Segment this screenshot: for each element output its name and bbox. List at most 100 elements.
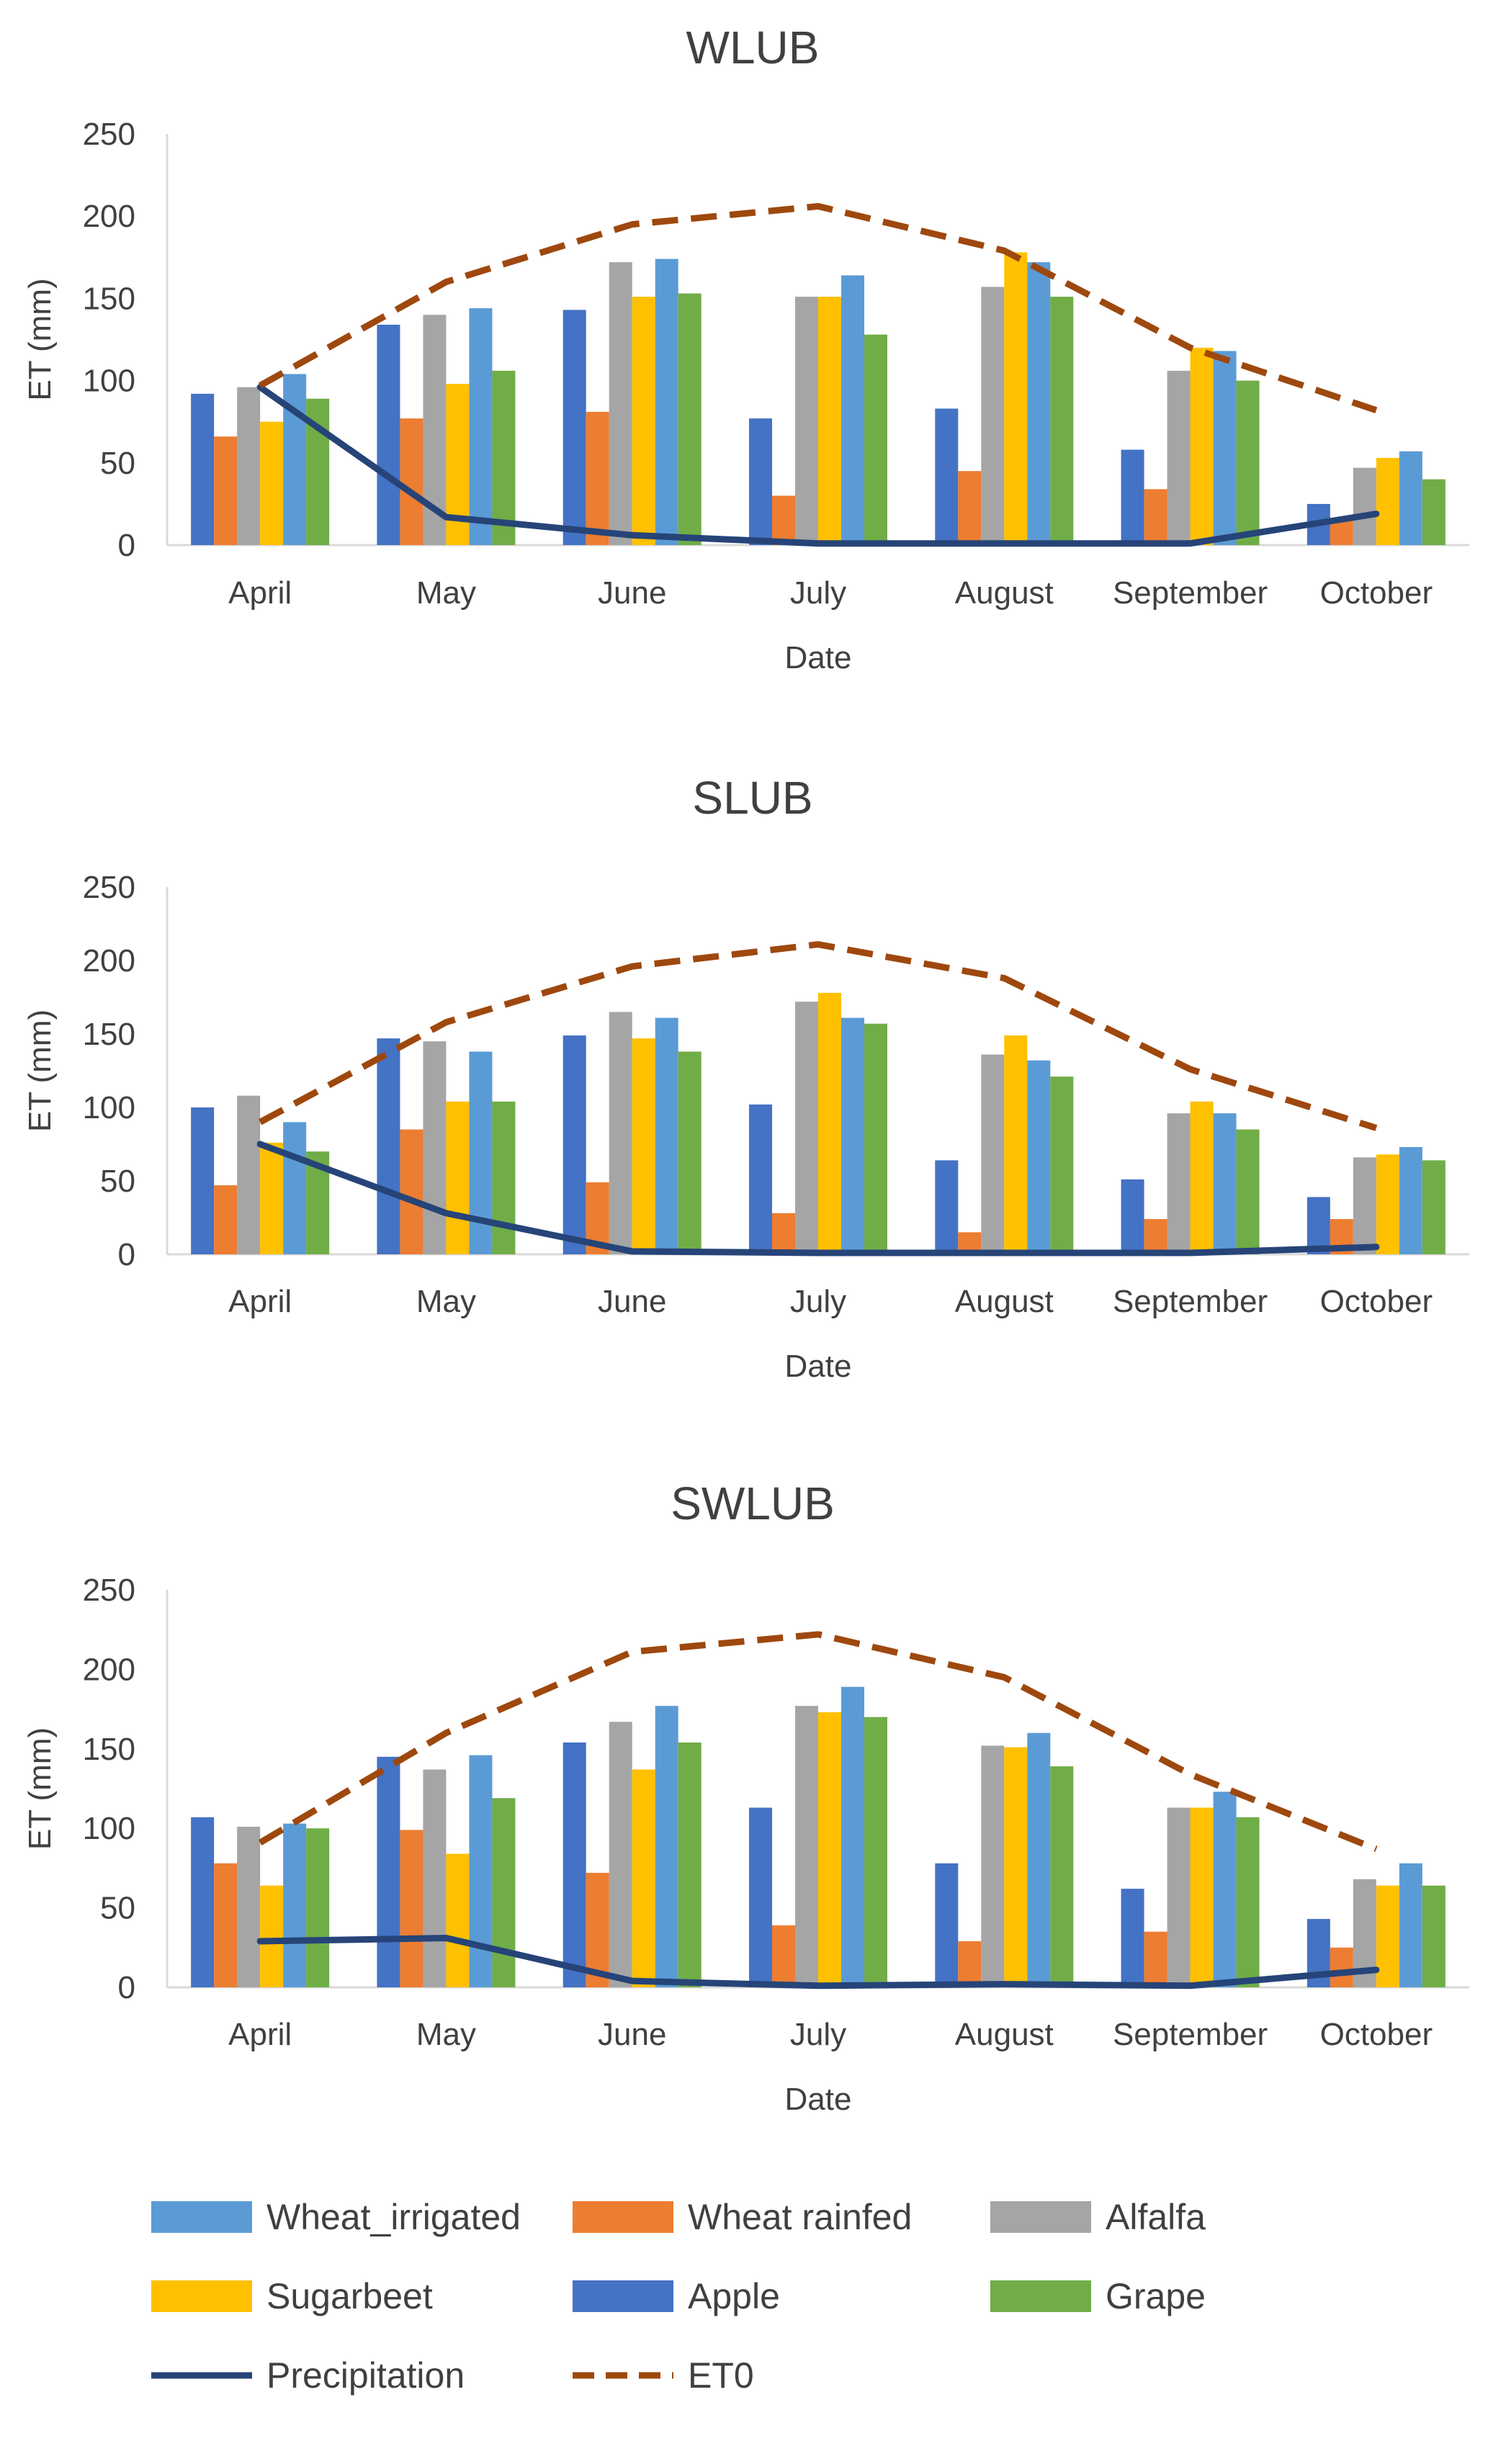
bar-apple-may (377, 324, 400, 545)
bar-apple-april (191, 393, 215, 545)
legend-label: Wheat rainfed (688, 2197, 912, 2237)
bar-apple-august (935, 408, 959, 545)
legend-label: Apple (688, 2276, 780, 2316)
bar-wheat-irrigated-april (283, 374, 307, 545)
bar-wheat-irrigated-april (283, 1823, 307, 1987)
bar-apple-may (377, 1038, 400, 1254)
bar-grape-july (864, 334, 887, 545)
x-tick-label-april: April (228, 575, 292, 611)
chart-panel-swlub: SWLUB 0 50 100 150 200 250 ET (mm) April May June J… (22, 1478, 1469, 2117)
bar-grape-september (1236, 1817, 1260, 1987)
legend-swatch (573, 2280, 673, 2312)
bar-wheat-rainfed-july (772, 495, 795, 545)
bar-grape-october (1422, 479, 1446, 545)
bar-sugarbeet-june (632, 1769, 655, 1987)
bar-grape-august (1050, 297, 1074, 545)
y-tick-label: 100 (83, 1090, 135, 1125)
bar-sugarbeet-august (1004, 252, 1028, 545)
bar-apple-april (191, 1107, 215, 1254)
bar-alfalfa-october (1353, 467, 1376, 545)
legend-swatch (990, 2201, 1091, 2233)
bar-sugarbeet-april (260, 1885, 284, 1987)
bar-apple-september (1121, 1889, 1144, 1987)
legend-label: ET0 (688, 2355, 754, 2396)
bar-wheat-rainfed-april (214, 436, 238, 545)
y-tick-label: 200 (83, 943, 135, 979)
y-tick-label: 150 (83, 281, 135, 316)
bar-wheat-rainfed-july (772, 1925, 795, 1987)
bar-wheat-irrigated-october (1399, 451, 1422, 545)
y-tick-label: 150 (83, 1017, 135, 1052)
bar-sugarbeet-october (1376, 1885, 1399, 1987)
bar-apple-october (1306, 1197, 1330, 1254)
bar-sugarbeet-october (1376, 457, 1399, 545)
x-axis-label: Date (785, 1349, 852, 1384)
bar-apple-june (562, 1035, 586, 1254)
bar-apple-july (749, 1807, 772, 1987)
bar-wheat-irrigated-june (655, 1706, 678, 1987)
bar-wheat-rainfed-october (1330, 520, 1353, 545)
bar-wheat-rainfed-september (1144, 1931, 1167, 1987)
y-tick-label: 250 (83, 1573, 135, 1608)
x-axis-label: Date (785, 640, 852, 675)
legend-item-alfalfa: Alfalfa (990, 2197, 1206, 2237)
bar-wheat-rainfed-april (214, 1863, 238, 1987)
y-tick-label: 250 (83, 117, 135, 152)
chart-panels: WLUB 0 50 100 150 200 250 ET (mm) April May June Ju… (22, 22, 1469, 2117)
bar-sugarbeet-june (632, 297, 655, 545)
bar-apple-august (935, 1863, 959, 1987)
bar-wheat-irrigated-september (1213, 351, 1237, 545)
bar-wheat-rainfed-may (400, 1830, 423, 1987)
bar-alfalfa-june (609, 1722, 632, 1987)
bar-apple-june (562, 1742, 586, 1987)
legend-item-wheat-irrigated: Wheat_irrigated (151, 2197, 521, 2237)
bar-sugarbeet-july (818, 297, 841, 545)
bar-alfalfa-april (237, 1095, 261, 1254)
bar-alfalfa-august (981, 287, 1005, 545)
bar-alfalfa-september (1167, 1807, 1191, 1987)
legend-label: Grape (1106, 2276, 1206, 2316)
bar-apple-may (377, 1756, 400, 1987)
bar-wheat-rainfed-may (400, 1129, 423, 1254)
bar-wheat-rainfed-august (958, 1941, 982, 1987)
bar-wheat-irrigated-august (1027, 1060, 1051, 1254)
x-tick-label-april: April (228, 1284, 292, 1319)
bar-apple-september (1121, 449, 1144, 545)
x-tick-label-august: August (955, 1284, 1054, 1319)
bar-grape-july (864, 1023, 887, 1254)
legend-item-apple: Apple (573, 2276, 780, 2316)
legend-swatch (573, 2201, 673, 2233)
x-tick-label-june: June (598, 1284, 666, 1319)
x-tick-label-june: June (598, 2017, 666, 2052)
y-tick-label: 200 (83, 199, 135, 234)
x-tick-label-july: July (790, 2017, 846, 2052)
bar-alfalfa-july (795, 1002, 818, 1254)
bar-wheat-irrigated-april (283, 1122, 307, 1254)
bar-grape-july (864, 1717, 887, 1987)
y-axis-label: ET (mm) (22, 278, 58, 400)
line-precipitation (256, 1935, 1380, 1989)
y-tick-label: 100 (83, 364, 135, 399)
legend-item-grape: Grape (990, 2276, 1206, 2316)
x-tick-label-july: July (790, 1284, 846, 1319)
legend-item-et0: ET0 (573, 2355, 754, 2396)
legend-label: Alfalfa (1106, 2197, 1206, 2237)
y-tick-label: 0 (118, 1237, 135, 1272)
bar-sugarbeet-july (818, 992, 841, 1254)
bar-sugarbeet-september (1190, 1101, 1214, 1254)
bar-wheat-irrigated-july (841, 1017, 864, 1254)
bar-apple-april (191, 1817, 215, 1987)
y-tick-label: 0 (118, 528, 135, 563)
bar-sugarbeet-april (260, 421, 284, 545)
bar-alfalfa-october (1353, 1157, 1376, 1254)
chart-title: SWLUB (671, 1478, 835, 1529)
bar-grape-may (492, 1101, 516, 1254)
bar-apple-august (935, 1160, 959, 1254)
bar-sugarbeet-may (446, 1101, 470, 1254)
x-tick-label-september: September (1113, 2017, 1268, 2052)
legend-item-precipitation: Precipitation (151, 2355, 465, 2396)
x-tick-label-september: September (1113, 575, 1268, 611)
bar-wheat-rainfed-april (214, 1185, 238, 1254)
y-tick-label: 100 (83, 1811, 135, 1846)
